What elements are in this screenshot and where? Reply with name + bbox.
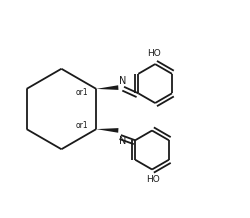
Text: or1: or1 xyxy=(76,88,88,97)
Text: HO: HO xyxy=(147,49,161,58)
Polygon shape xyxy=(96,128,118,133)
Text: or1: or1 xyxy=(76,121,88,130)
Text: HO: HO xyxy=(146,175,160,184)
Text: N: N xyxy=(119,76,126,86)
Polygon shape xyxy=(96,85,118,90)
Text: N: N xyxy=(119,136,126,146)
